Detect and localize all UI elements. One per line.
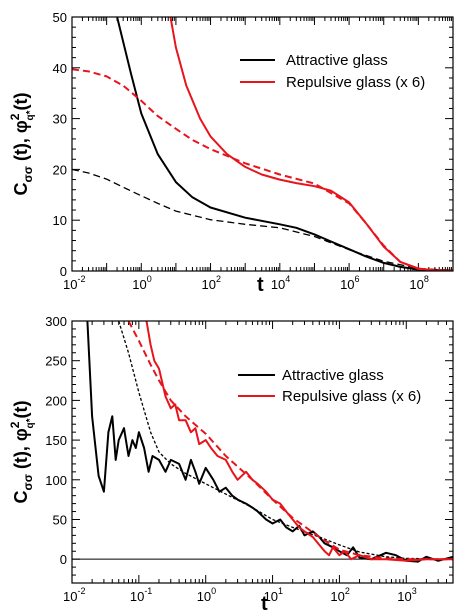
bottom-x-tick-label: 10-1: [130, 586, 152, 604]
bottom-x-tick-label: 10-2: [63, 586, 85, 604]
bottom-chart-panel: 10-2 10-1 100 101 102 103 0 50 100 150 200 250 300 t…: [8, 314, 454, 612]
bottom-y-tick-label: 300: [45, 314, 67, 329]
bottom-x-tick-label: 100: [197, 586, 216, 604]
bottom-chart-tick-labels: 10-2 10-1 100 101 102 103 0 50 100 150 200 250 300: [45, 314, 416, 604]
bottom-y-axis-label: Cσσ (t), φ2 q*(t): [8, 401, 36, 504]
bottom-series-repulsive-dashed: [127, 321, 453, 561]
top-series-attractive-solid: [116, 17, 453, 271]
top-series-attractive-dashed: [72, 168, 453, 271]
bottom-series-repulsive-solid: [145, 321, 453, 562]
top-x-tick-label: 10-2: [63, 274, 85, 292]
bottom-x-tick-label: 102: [330, 586, 349, 604]
bottom-x-tick-label: 103: [397, 586, 416, 604]
bottom-chart-series: [86, 321, 453, 563]
bottom-y-tick-label: 0: [60, 552, 67, 567]
top-x-tick-label: 108: [409, 274, 428, 292]
top-chart-legend: Attractive glass Repulsive glass (x 6): [240, 52, 425, 91]
top-x-tick-label: 102: [202, 274, 221, 292]
top-legend-label-repulsive: Repulsive glass (x 6): [286, 74, 425, 91]
top-chart-ticks: [71, 16, 454, 272]
bottom-y-tick-label: 50: [53, 512, 67, 527]
top-y-tick-label: 10: [53, 213, 67, 228]
top-chart-tick-labels: 10-2 100 102 104 106 108 0 10 20 30 40 50: [53, 10, 429, 292]
top-y-tick-label: 30: [53, 112, 67, 127]
bottom-y-tick-label: 200: [45, 393, 67, 408]
top-x-tick-label: 104: [271, 274, 290, 292]
bottom-legend-label-attractive: Attractive glass: [282, 367, 384, 384]
top-y-tick-label: 50: [53, 10, 67, 25]
bottom-plot-frame: [71, 320, 454, 584]
bottom-x-tick-label: 101: [264, 586, 283, 604]
top-y-tick-label: 20: [53, 162, 67, 177]
top-y-axis-label: Cσσ (t), φ2 q*(t): [8, 93, 36, 196]
top-series-repulsive-dashed: [72, 68, 453, 271]
top-x-tick-label: 100: [132, 274, 151, 292]
top-y-tick-label: 0: [60, 264, 67, 279]
bottom-y-tick-label: 250: [45, 354, 67, 369]
top-y-tick-label: 40: [53, 61, 67, 76]
bottom-y-tick-label: 150: [45, 433, 67, 448]
top-x-axis-label: t: [257, 274, 264, 296]
bottom-legend-label-repulsive: Repulsive glass (x 6): [282, 388, 421, 405]
top-x-tick-label: 106: [340, 274, 359, 292]
top-chart-series: [72, 17, 453, 271]
top-plot-frame: [71, 16, 454, 272]
bottom-y-tick-label: 100: [45, 473, 67, 488]
bottom-x-axis-label: t: [261, 593, 268, 612]
bottom-series-attractive-dashed: [118, 321, 453, 560]
top-legend-label-attractive: Attractive glass: [286, 52, 388, 69]
top-chart-panel: 10-2 100 102 104 106 108 0 10 20 30 40 50 t Cσσ (t)…: [8, 10, 454, 296]
bottom-chart-legend: Attractive glass Repulsive glass (x 6): [238, 367, 421, 405]
bottom-series-attractive-solid: [86, 321, 453, 563]
